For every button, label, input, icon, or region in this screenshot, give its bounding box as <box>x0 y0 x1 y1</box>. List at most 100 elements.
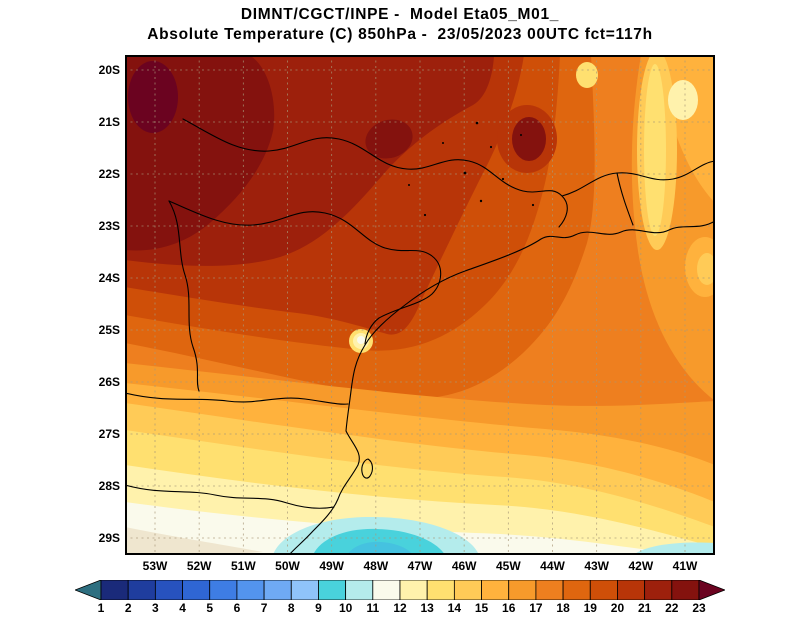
state-border-mg-rj <box>561 160 715 197</box>
colorbar-label-6: 6 <box>233 601 241 615</box>
temp-warm-blob-center <box>365 119 413 159</box>
colorbar-segment-7 <box>263 580 292 600</box>
lon-tick-53w: 53W <box>142 559 168 573</box>
lake-dots <box>408 121 535 217</box>
colorbar-segment-8 <box>290 580 319 600</box>
colorbar-label-23: 23 <box>692 601 706 615</box>
state-border-rj-west <box>616 172 634 226</box>
lon-tick-46w: 46W <box>451 559 477 573</box>
temp-fill-23-maximum <box>128 61 178 133</box>
colorbar-segment-19 <box>589 580 618 600</box>
colorbar-label-19: 19 <box>583 601 597 615</box>
lon-tick-51w: 51W <box>230 559 256 573</box>
temperature-contour-map <box>125 55 715 555</box>
chart-title-line1: DIMNT/CGCT/INPE - Model Eta05_M01_ <box>240 6 560 23</box>
colorbar-label-11: 11 <box>366 601 380 615</box>
lat-tick-26s: 26S <box>98 375 120 389</box>
land-tan-sw-corner <box>125 527 263 555</box>
lon-tick-41w: 41W <box>672 559 698 573</box>
lat-tick-28s: 28S <box>98 479 120 493</box>
coastline <box>288 220 715 555</box>
temp-cool-spot-top <box>576 62 598 88</box>
colorbar-arrow-left <box>75 580 102 600</box>
lon-tick-48w: 48W <box>363 559 389 573</box>
lon-tick-49w: 49W <box>319 559 344 573</box>
colorbar-label-10: 10 <box>338 601 353 615</box>
colorbar-segment-18 <box>562 580 591 600</box>
lon-tick-50w: 50W <box>275 559 300 573</box>
colorbar-label-14: 14 <box>447 601 462 615</box>
colorbar-label-2: 2 <box>124 601 132 615</box>
lat-tick-24s: 24S <box>98 271 120 285</box>
temp-cool-patch-east <box>697 253 715 285</box>
colorbar-label-15: 15 <box>474 601 489 615</box>
colorbar-label-4: 4 <box>179 601 186 615</box>
colorbar-segment-11 <box>372 580 401 600</box>
colorbar-segment-4 <box>182 580 211 600</box>
lon-tick-47w: 47W <box>407 559 433 573</box>
lat-tick-29s: 29S <box>98 531 120 545</box>
lon-tick-42w: 42W <box>628 559 654 573</box>
colorbar-label-17: 17 <box>529 601 543 615</box>
geo-borders <box>125 118 715 555</box>
colorbar-segment-10 <box>345 580 374 600</box>
coastal-cool-spot-core <box>357 336 365 344</box>
colorbar-segment-14 <box>453 580 482 600</box>
chart-title-line2: Absolute Temperature (C) 850hPa - 23/05/… <box>147 26 653 43</box>
state-border-pr-sc <box>125 392 349 405</box>
colorbar-segment-9 <box>318 580 347 600</box>
colorbar-label-21: 21 <box>637 601 652 615</box>
map-border-frame <box>125 55 715 555</box>
cold-pool-core <box>347 541 413 555</box>
colorbar-segment-5 <box>209 580 238 600</box>
temperature-colorbar: 1 2 3 4 5 6 7 8 9 10 11 12 13 14 15 16 17 18 19 20 21 22 23 <box>75 580 725 618</box>
colorbar-label-8: 8 <box>287 601 295 615</box>
colorbar-segment-3 <box>154 580 183 600</box>
colorbar-label-13: 13 <box>420 601 434 615</box>
lon-tick-52w: 52W <box>186 559 212 573</box>
state-border-sp-mg <box>182 118 568 228</box>
lat-tick-20s: 20S <box>98 63 120 77</box>
lat-tick-25s: 25S <box>98 323 120 337</box>
colorbar-label-16: 16 <box>502 601 516 615</box>
temp-cool-spot-ne <box>668 80 698 120</box>
lat-tick-23s: 23S <box>98 219 120 233</box>
colorbar-label-22: 22 <box>665 601 679 615</box>
colorbar-label-3: 3 <box>152 601 159 615</box>
colorbar-label-5: 5 <box>206 601 214 615</box>
colorbar-segment-21 <box>644 580 673 600</box>
colorbar-segment-16 <box>508 580 537 600</box>
colorbar-segment-22 <box>671 580 700 600</box>
colorbar-segment-1 <box>100 580 129 600</box>
lat-tick-21s: 21S <box>98 115 120 129</box>
map-plot-area <box>125 55 715 555</box>
colorbar-label-9: 9 <box>315 601 322 615</box>
temp-warm-blob-east <box>512 117 546 161</box>
colorbar-segment-12 <box>399 580 428 600</box>
temp-band-11 <box>125 502 683 555</box>
colorbar-scale <box>75 580 725 600</box>
colorbar-label-7: 7 <box>260 601 268 615</box>
lat-tick-22s: 22S <box>98 167 120 181</box>
temp-fill-13-east-band <box>644 64 666 236</box>
colorbar-label-12: 12 <box>393 601 407 615</box>
colorbar-segment-15 <box>481 580 510 600</box>
colorbar-segment-6 <box>236 580 265 600</box>
lat-tick-27s: 27S <box>98 427 120 441</box>
colorbar-segment-20 <box>617 580 646 600</box>
colorbar-label-18: 18 <box>556 601 570 615</box>
cold-patch-se-corner <box>633 542 715 555</box>
colorbar-label-1: 1 <box>97 601 105 615</box>
river-parana <box>168 200 200 392</box>
colorbar-segment-13 <box>426 580 455 600</box>
colorbar-segment-17 <box>535 580 564 600</box>
state-border-sc-rs <box>125 484 335 509</box>
lon-tick-43w: 43W <box>584 559 609 573</box>
colorbar-label-20: 20 <box>610 601 625 615</box>
colorbar-arrow-right <box>698 580 725 600</box>
state-border-sp-pr <box>168 200 442 345</box>
lon-tick-45w: 45W <box>495 559 521 573</box>
colorbar-segment-2 <box>127 580 156 600</box>
island-outline <box>361 458 373 479</box>
